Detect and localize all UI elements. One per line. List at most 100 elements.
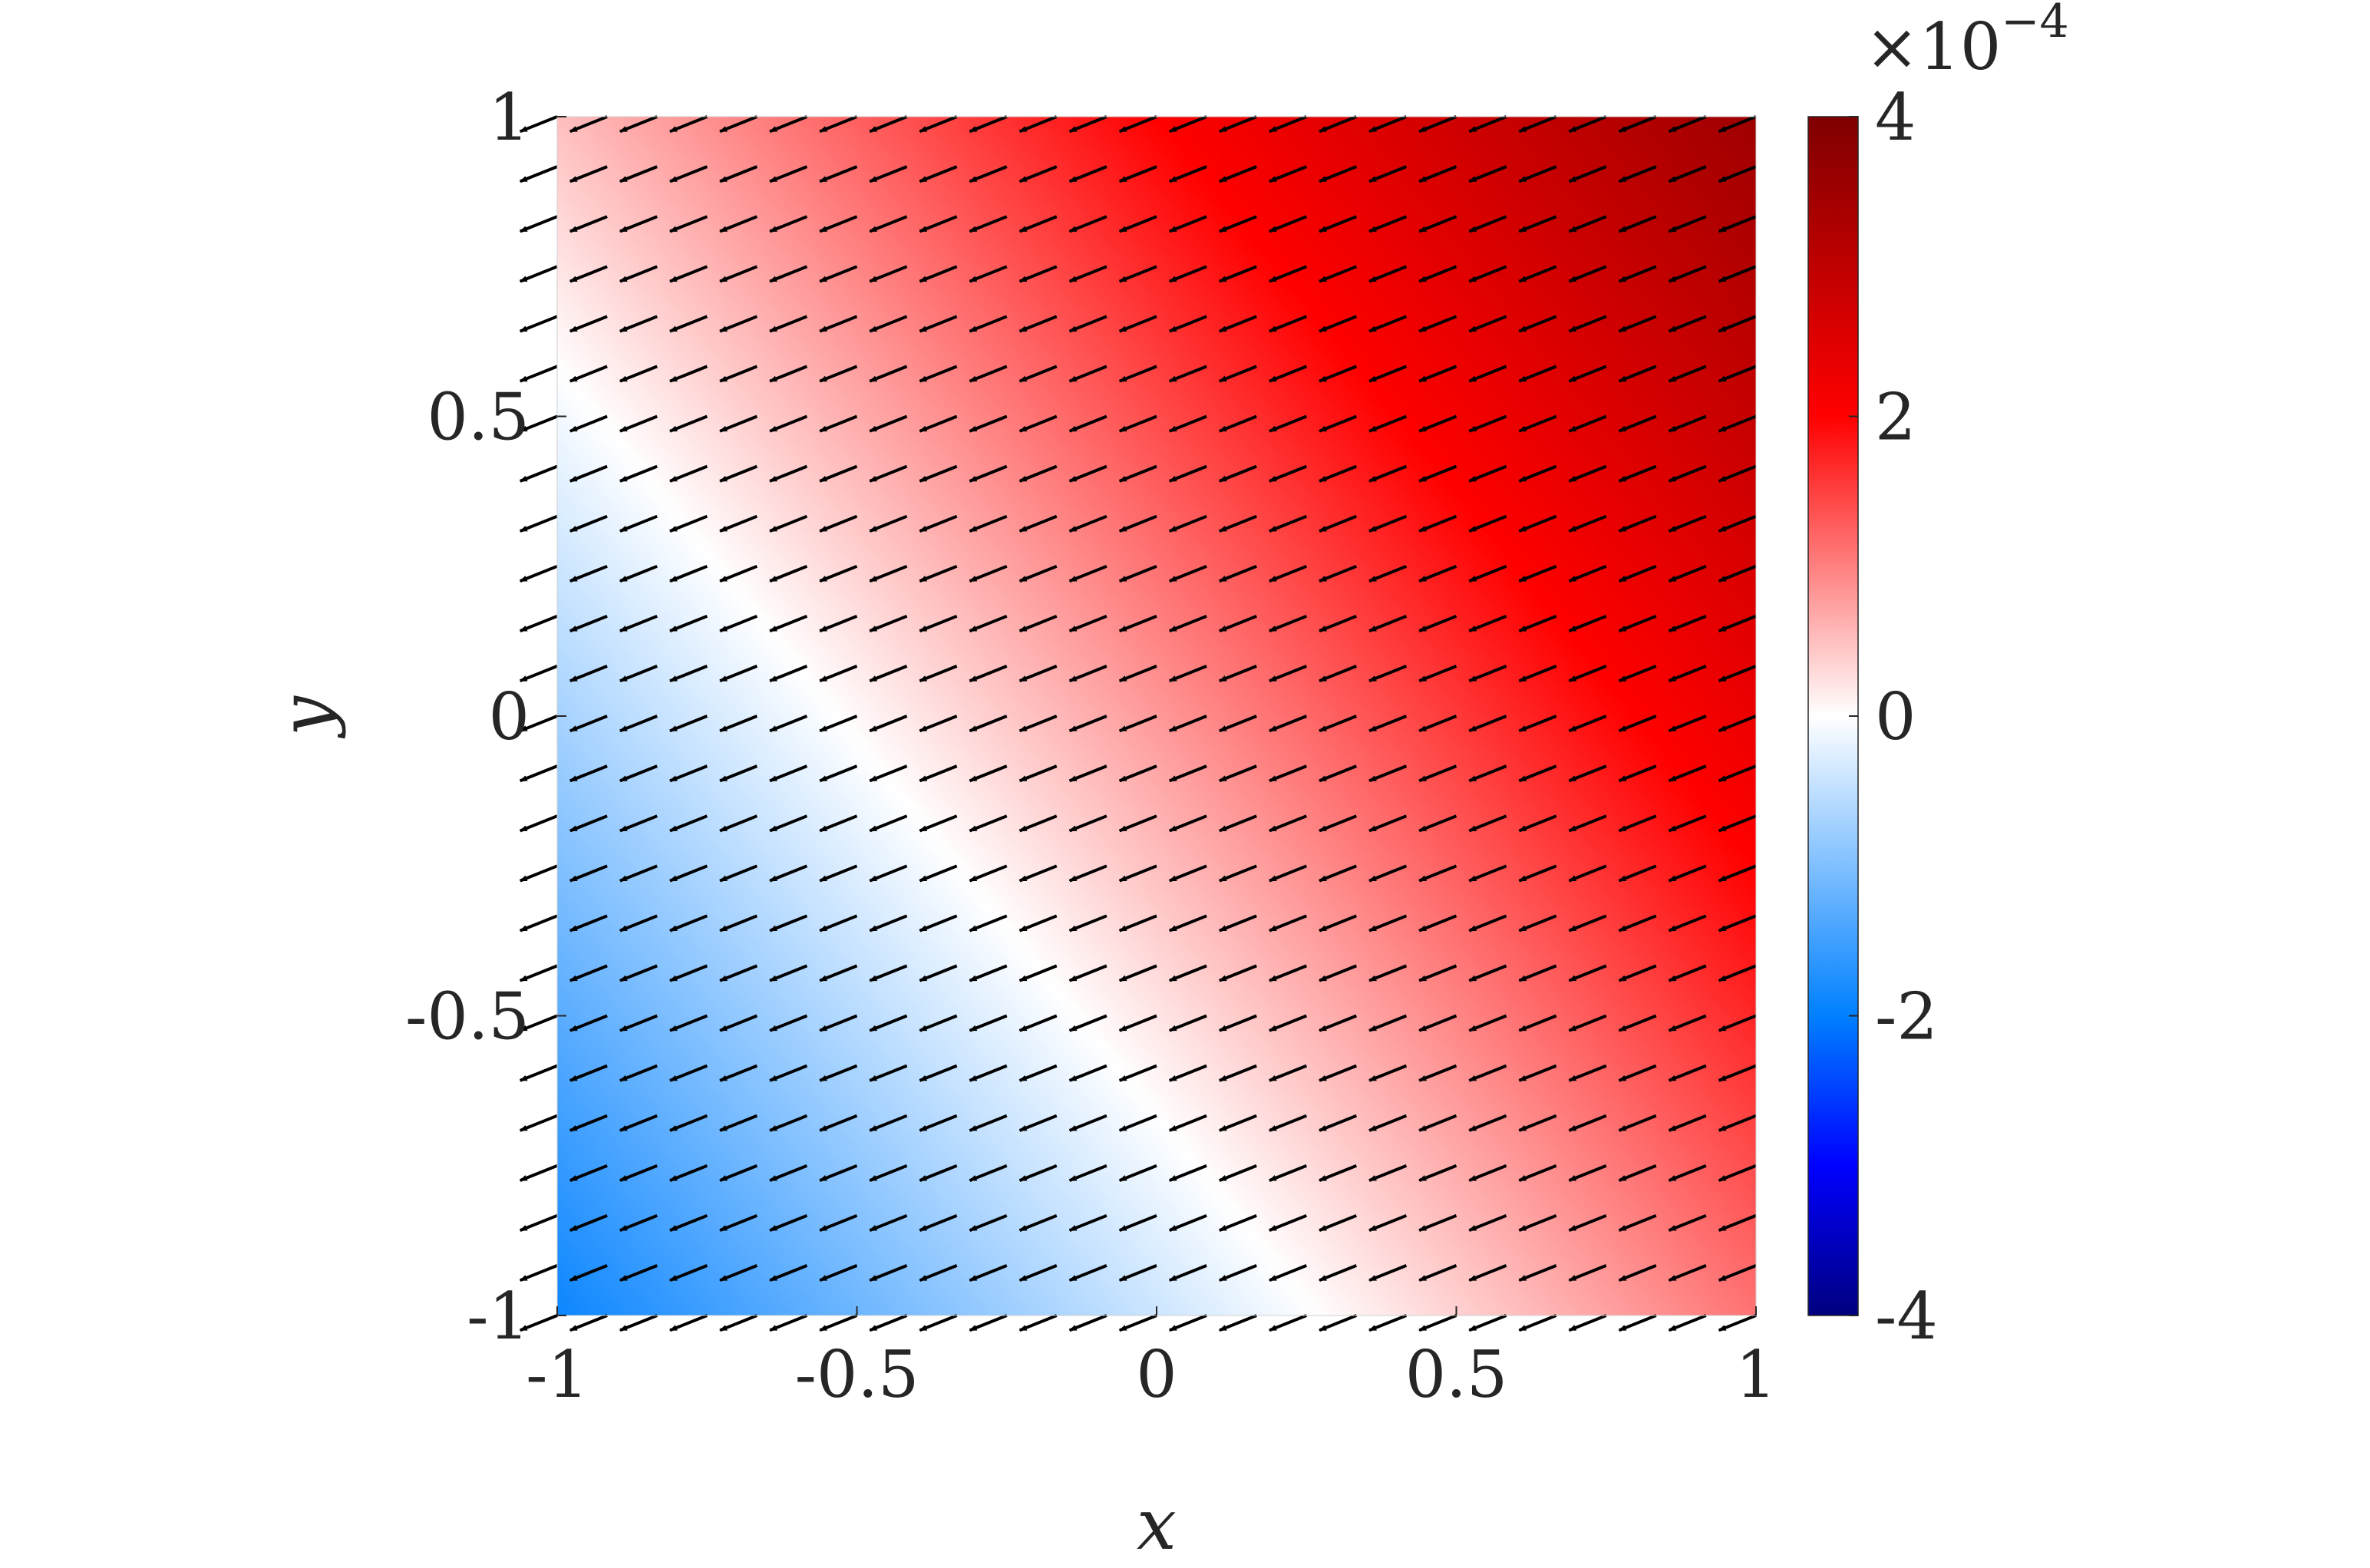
quiver-arrow xyxy=(869,665,908,683)
quiver-arrow xyxy=(819,564,858,583)
quiver-arrow xyxy=(1468,165,1507,183)
quiver-arrow xyxy=(619,215,658,233)
quiver-arrow xyxy=(519,864,558,883)
quiver-arrow xyxy=(969,914,1008,933)
quiver-arrow xyxy=(819,1213,858,1232)
quiver-arrow xyxy=(869,1213,908,1232)
quiver-arrow xyxy=(869,115,908,134)
y-tick-label: 0 xyxy=(489,679,530,754)
quiver-arrow xyxy=(1668,414,1707,433)
quiver-arrow xyxy=(1018,365,1058,383)
quiver-arrow xyxy=(1468,1164,1507,1182)
quiver-arrow xyxy=(1668,265,1707,283)
quiver-arrow xyxy=(1218,665,1257,683)
quiver-arrow xyxy=(1618,1264,1657,1282)
quiver-arrow xyxy=(919,514,958,533)
quiver-arrow xyxy=(669,814,708,833)
quiver-arrow xyxy=(769,1314,808,1332)
quiver-arrow xyxy=(1518,414,1557,433)
quiver-arrow xyxy=(719,764,758,783)
quiver-arrow xyxy=(1168,1213,1207,1232)
quiver-arrow xyxy=(1068,564,1107,583)
quiver-arrow xyxy=(1068,764,1107,783)
quiver-arrow xyxy=(519,1264,558,1282)
colorbar: 4 2 0 -2 -4 ×10−4 xyxy=(1807,0,2069,1354)
quiver-arrow xyxy=(1518,115,1557,134)
quiver-arrow xyxy=(1269,665,1308,683)
quiver-arrow xyxy=(519,414,558,433)
quiver-arrow xyxy=(1218,414,1257,433)
quiver-arrow xyxy=(919,964,958,982)
colorbar-ticks: 4 2 0 -2 -4 xyxy=(1849,80,1938,1354)
quiver-arrow xyxy=(1269,1014,1308,1032)
quiver-arrow xyxy=(519,764,558,783)
quiver-arrow xyxy=(569,1314,608,1332)
quiver-arrow xyxy=(769,464,808,483)
quiver-arrow xyxy=(1368,414,1408,433)
quiver-arrow xyxy=(1018,1314,1058,1332)
quiver-arrow xyxy=(1518,514,1557,533)
quiver-arrow xyxy=(569,215,608,233)
quiver-arrow xyxy=(569,1213,608,1232)
quiver-arrow xyxy=(1068,514,1107,533)
quiver-arrow xyxy=(519,814,558,833)
quiver-arrow xyxy=(1218,265,1257,283)
quiver-arrow xyxy=(1368,665,1408,683)
quiver-arrow xyxy=(519,1213,558,1232)
quiver-arrow xyxy=(1068,414,1107,433)
quiver-arrow xyxy=(1468,1314,1507,1332)
quiver-arrow xyxy=(919,165,958,183)
quiver-arrow xyxy=(1618,464,1657,483)
quiver-arrow xyxy=(1368,1314,1408,1332)
quiver-arrow xyxy=(569,1114,608,1132)
quiver-arrow xyxy=(1068,814,1107,833)
quiver-arrow xyxy=(1068,665,1107,683)
quiver-arrow xyxy=(1718,165,1757,183)
quiver-arrow xyxy=(1568,514,1607,533)
quiver-arrow xyxy=(1568,964,1607,982)
quiver-arrow xyxy=(1068,464,1107,483)
quiver-arrow xyxy=(1068,715,1107,733)
quiver-arrow xyxy=(869,614,908,632)
quiver-arrow xyxy=(1068,1314,1107,1332)
quiver-arrow xyxy=(1018,764,1058,783)
quiver-arrow xyxy=(1118,1164,1157,1182)
quiver-arrow xyxy=(719,1014,758,1032)
quiver-arrow xyxy=(1218,464,1257,483)
quiver-arrow xyxy=(769,614,808,632)
quiver-arrow xyxy=(1668,365,1707,383)
quiver-arrow xyxy=(1668,614,1707,632)
quiver-arrow xyxy=(1319,1213,1358,1232)
quiver-arrow xyxy=(1718,1114,1757,1132)
quiver-arrow xyxy=(1168,1314,1207,1332)
quiver-arrow xyxy=(1018,315,1058,333)
y-tick-label: -1 xyxy=(467,1279,530,1354)
quiver-arrow xyxy=(869,1164,908,1182)
quiver-arrow xyxy=(719,1114,758,1132)
quiver-arrow xyxy=(919,814,958,833)
quiver-arrow xyxy=(819,464,858,483)
quiver-arrow xyxy=(769,414,808,433)
quiver-arrow xyxy=(1718,514,1757,533)
quiver-arrow xyxy=(1668,964,1707,982)
quiver-arrow xyxy=(1168,215,1207,233)
x-tick-label: 1 xyxy=(1735,1337,1776,1412)
quiver-arrow xyxy=(669,215,708,233)
quiver-arrow xyxy=(719,365,758,383)
quiver-arrow xyxy=(1468,864,1507,883)
quiver-arrow xyxy=(1518,1314,1557,1332)
quiver-arrow xyxy=(769,665,808,683)
quiver-arrow xyxy=(769,115,808,134)
colorbar-tick-label: 0 xyxy=(1875,679,1916,754)
quiver-arrow xyxy=(1118,1314,1157,1332)
quiver-arrow xyxy=(1018,414,1058,433)
quiver-arrow xyxy=(1319,864,1358,883)
quiver-arrow xyxy=(1418,1164,1457,1182)
quiver-arrow xyxy=(1319,1064,1358,1082)
quiver-arrow xyxy=(919,715,958,733)
quiver-arrow xyxy=(1718,414,1757,433)
quiver-arrow xyxy=(969,814,1008,833)
quiver-arrow xyxy=(1618,1213,1657,1232)
quiver-arrow xyxy=(1418,315,1457,333)
quiver-arrow xyxy=(919,365,958,383)
